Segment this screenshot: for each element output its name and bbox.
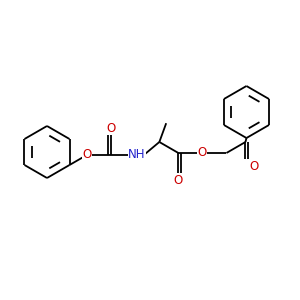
Text: O: O	[174, 173, 183, 187]
Text: O: O	[250, 160, 259, 172]
Text: NH: NH	[128, 148, 146, 161]
Text: O: O	[106, 122, 116, 134]
Text: O: O	[198, 146, 207, 160]
Text: O: O	[82, 148, 92, 161]
